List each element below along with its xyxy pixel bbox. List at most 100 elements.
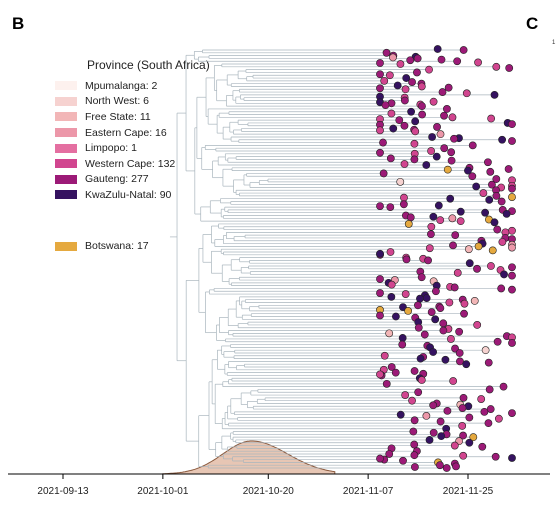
tip-point xyxy=(465,438,474,447)
tip-point xyxy=(438,88,447,96)
tip-point xyxy=(436,304,445,312)
tip-point xyxy=(413,68,421,77)
tip-point xyxy=(436,417,445,426)
tip-point xyxy=(459,431,467,440)
x-axis-ticks: 2021-09-13 2021-10-01 2021-10-20 2021-11-07… xyxy=(37,474,494,497)
tip-point xyxy=(387,280,396,289)
tip-point xyxy=(380,76,389,85)
tip-point xyxy=(508,454,516,462)
tip-point xyxy=(393,81,402,90)
tip-point xyxy=(425,65,433,74)
tip-point xyxy=(411,117,420,126)
tip-point xyxy=(462,360,471,369)
tip-point xyxy=(443,406,452,415)
tip-point xyxy=(396,177,405,186)
tip-point xyxy=(487,114,496,123)
density-curve xyxy=(162,440,336,475)
tip-point xyxy=(486,405,495,413)
tip-point xyxy=(410,139,419,148)
tip-point xyxy=(433,45,442,53)
tip-point xyxy=(432,287,440,296)
tip-point xyxy=(427,147,436,155)
tip-point xyxy=(497,197,506,206)
tip-point xyxy=(416,294,424,303)
tip-point xyxy=(376,370,384,379)
tip-point xyxy=(459,451,468,460)
tip-point xyxy=(498,238,507,246)
tip-point xyxy=(481,346,490,355)
legend-swatch xyxy=(55,96,77,106)
tip-point xyxy=(478,442,487,451)
legend-item: Gauteng: 277 xyxy=(55,172,210,188)
tip-point xyxy=(387,109,396,118)
tip-point xyxy=(376,311,384,320)
legend-item: Limpopo: 1 xyxy=(55,140,210,156)
tip-point xyxy=(462,89,471,98)
tip-point xyxy=(508,120,516,129)
tip-point xyxy=(387,292,396,301)
tip-point xyxy=(440,144,449,153)
tip-point xyxy=(460,299,469,308)
tip-point xyxy=(428,133,437,141)
tip-point xyxy=(456,207,465,216)
tip-point xyxy=(381,101,390,110)
tip-point xyxy=(401,290,410,298)
tip-point xyxy=(391,368,400,377)
tip-point xyxy=(508,226,516,235)
tip-point xyxy=(411,127,420,136)
tip-point xyxy=(389,53,397,62)
x-tick-label: 2021-10-20 xyxy=(243,486,295,497)
tip-point xyxy=(385,71,394,80)
province-legend: Province (South Africa) Mpumalanga: 2 Nor… xyxy=(55,58,210,203)
tip-point xyxy=(490,218,499,227)
tip-point xyxy=(386,154,395,163)
tip-point xyxy=(508,339,516,347)
tip-point xyxy=(486,167,495,176)
tip-point xyxy=(422,161,431,169)
tip-point xyxy=(392,312,400,321)
tip-point xyxy=(417,273,426,282)
tip-point xyxy=(497,284,506,293)
tip-point xyxy=(453,57,462,66)
tip-point xyxy=(508,409,516,417)
tip-point xyxy=(458,422,467,430)
tip-point xyxy=(395,116,404,125)
panel-c-tick-label: 1 xyxy=(552,40,556,46)
tip-point xyxy=(414,323,423,332)
tip-point xyxy=(410,416,419,425)
tip-point xyxy=(474,58,482,67)
tip-point xyxy=(376,59,384,67)
tip-point xyxy=(508,193,516,201)
tip-point xyxy=(465,259,474,268)
tip-point xyxy=(451,231,460,240)
tip-point xyxy=(410,440,419,449)
tip-point xyxy=(406,213,415,222)
tip-point xyxy=(376,70,384,79)
tip-point xyxy=(443,165,452,174)
tip-point xyxy=(376,275,384,283)
tip-point xyxy=(453,268,462,277)
tip-point xyxy=(418,110,427,119)
tip-point xyxy=(460,309,468,318)
tip-point xyxy=(422,411,431,420)
tip-point xyxy=(402,255,411,264)
tip-point xyxy=(404,306,413,315)
tip-point xyxy=(401,391,410,399)
tip-point xyxy=(458,404,467,412)
tip-point xyxy=(424,256,432,265)
tip-point xyxy=(447,156,456,165)
x-tick-label: 2021-11-07 xyxy=(343,486,394,497)
tip-point xyxy=(492,191,501,200)
tip-point xyxy=(500,270,508,279)
tip-point xyxy=(508,285,516,294)
tip-point xyxy=(402,74,411,82)
tip-point xyxy=(404,220,413,228)
tip-point xyxy=(465,413,474,422)
tip-point xyxy=(487,262,495,270)
tip-point xyxy=(508,137,516,145)
legend-swatch xyxy=(55,190,77,200)
tip-point xyxy=(396,410,405,419)
tip-point xyxy=(473,264,481,273)
tip-point xyxy=(437,55,446,64)
tip-point xyxy=(459,393,468,402)
